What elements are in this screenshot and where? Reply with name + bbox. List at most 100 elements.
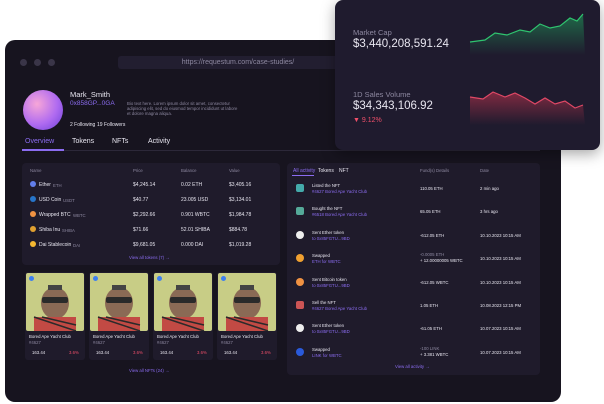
activity-detail[interactable]: to 0x85FGTU...9BD <box>312 235 350 241</box>
token-value: $3,134.01 <box>229 197 252 203</box>
following[interactable]: 2 Following <box>70 122 96 128</box>
activity-date: 3 hrs ago <box>480 209 498 215</box>
nft-id: #4627 <box>221 340 233 345</box>
column-header: Fund(s) Details <box>420 168 450 173</box>
activity-tab[interactable]: NFT <box>339 168 349 174</box>
activity-action: Sell the NFT <box>312 300 336 305</box>
nft-title: Bored Ape Yacht Club <box>221 334 263 339</box>
window-dot <box>34 59 41 66</box>
nft-image <box>154 273 212 331</box>
column-header: Balance <box>181 168 197 173</box>
token-price: $2,292.66 <box>133 212 156 218</box>
token-name: Shiba Inu <box>39 227 61 233</box>
activity-action: Sent Bitcoin token <box>312 276 347 282</box>
sales-change: ▼ 9.12% <box>353 117 382 124</box>
activity-amount: 65.05 ETH <box>420 209 441 215</box>
activity-detail[interactable]: #6518 Bored Ape Yacht Club <box>312 212 368 218</box>
nft-change: 3.6% <box>133 350 143 355</box>
token-value: $1,019.28 <box>229 242 252 248</box>
nft-price: 163.44 <box>96 350 110 355</box>
activity-detail[interactable]: to 0x85FGTU...9BD <box>312 329 350 335</box>
wallet-address[interactable]: 0x858GP...0GA <box>70 100 115 107</box>
url-bar[interactable]: https://requestum.com/case-studies/ <box>181 59 295 66</box>
token-symbol: ETH <box>53 182 62 188</box>
token-name: Wrapped BTC <box>39 212 71 218</box>
nft-title: Bored Ape Yacht Club <box>29 334 71 339</box>
activity-tab[interactable]: Tokens <box>318 168 334 174</box>
token-name: Dai Stablecoin <box>39 242 72 248</box>
token-icon <box>30 241 36 247</box>
activity-action: Swapped <box>312 253 330 259</box>
activity-date: 2 min ago <box>480 186 499 191</box>
activity-amount: -61.05 ETH <box>420 326 442 332</box>
column-header: Price <box>133 168 143 173</box>
activity-detail[interactable]: to 0x85FGTU...9BD <box>312 282 350 288</box>
activity-date: 10.08.2023 12:15 PM <box>480 303 522 308</box>
token-value: $3,405.16 <box>229 182 252 188</box>
nft-id: #4627 <box>29 340 41 345</box>
view-all-link[interactable]: View all NFTs (24) → <box>129 368 170 373</box>
nft-change: 3.6% <box>69 350 79 355</box>
activity-amount: + 3.381 WBTC <box>420 351 449 357</box>
activity-action: Bought the NFT <box>312 206 343 212</box>
token-symbol: WBTC <box>73 212 86 218</box>
profile-tab[interactable]: Activity <box>148 138 171 145</box>
window-dot <box>20 59 27 66</box>
tokens-panel <box>22 163 280 265</box>
nft-title: Bored Ape Yacht Club <box>157 334 199 339</box>
token-value: $884.78 <box>229 227 248 233</box>
activity-icon <box>296 254 304 263</box>
sparklines <box>469 13 585 125</box>
nft-change: 3.6% <box>261 350 271 355</box>
nft-price: 163.44 <box>32 350 46 355</box>
profile-tab[interactable]: Overview <box>25 138 55 145</box>
token-balance: 52.01 SHIBA <box>181 227 210 233</box>
token-symbol: USDT <box>63 197 75 203</box>
activity-detail[interactable]: ETH for WBTC <box>312 259 341 265</box>
activity-action: Swapped <box>312 346 330 352</box>
activity-icon <box>296 301 304 309</box>
activity-icon <box>296 277 304 286</box>
activity-amount: -0.0005 ETH <box>420 252 445 258</box>
activity-amount: 1.05 ETH <box>420 303 439 308</box>
activity-icon <box>296 230 304 239</box>
token-name: Ether <box>39 182 51 188</box>
token-icon <box>30 196 36 202</box>
profile-tab[interactable]: NFTs <box>112 138 129 145</box>
activity-date: 10.10.2023 10:15 AM <box>480 256 521 262</box>
token-name: USD Coin <box>39 197 62 203</box>
activity-icon <box>296 347 304 356</box>
token-value: $1,984.78 <box>229 212 252 218</box>
activity-detail[interactable]: #4627 Bored Ape Yacht Club <box>312 306 368 311</box>
column-header: Name <box>30 168 42 173</box>
token-balance: 0.901 WBTC <box>181 212 210 218</box>
token-price: $4,245.14 <box>133 182 156 188</box>
token-balance: 0.000 DAI <box>181 242 204 248</box>
activity-detail[interactable]: LINK for WBTC <box>312 352 342 358</box>
followers[interactable]: 19 Followers <box>97 122 126 128</box>
profile-tab[interactable]: Tokens <box>72 138 95 145</box>
nft-image <box>26 273 84 331</box>
activity-date: 10.10.2023 10:15 AM <box>480 279 521 285</box>
view-all-link[interactable]: View all tokens (7) → <box>129 255 170 260</box>
sales-value: $34,343,106.92 <box>353 100 433 112</box>
activity-action: Listed the NFT <box>312 183 341 188</box>
activity-icon <box>296 324 304 333</box>
activity-icon <box>296 184 304 192</box>
nft-badge <box>157 276 162 281</box>
nft-change: 3.6% <box>197 350 207 355</box>
token-icon <box>30 181 36 187</box>
token-balance: 23.005 USD <box>181 197 209 203</box>
market-cap-label: Market Cap <box>353 28 392 37</box>
view-all-link[interactable]: View all activity → <box>395 364 430 369</box>
nft-badge <box>221 276 226 281</box>
nft-price: 163.44 <box>224 350 238 355</box>
token-icon <box>30 211 36 217</box>
activity-panel <box>287 163 540 375</box>
activity-detail[interactable]: #4627 Bored Ape Yacht Club <box>312 189 368 194</box>
column-header: Date <box>480 168 490 173</box>
nft-title: Bored Ape Yacht Club <box>93 334 135 339</box>
token-balance: 0.02 ETH <box>181 182 203 188</box>
activity-tab[interactable]: All activity <box>293 168 316 174</box>
